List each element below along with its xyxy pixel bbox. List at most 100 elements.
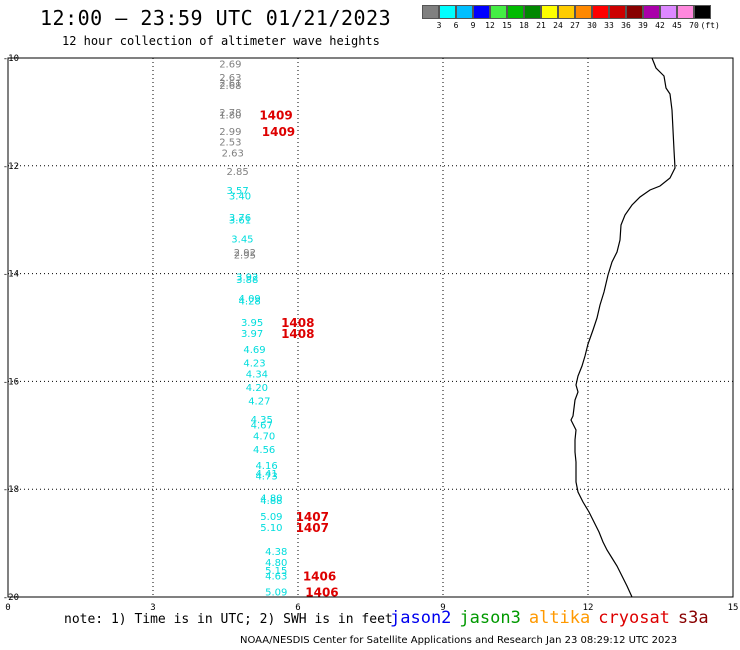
color-scale-legend: 3 6 9 12 15 18 21 24 27 30 33 36 39 42 45 70 (ft) (422, 5, 720, 31)
wave-height-label: 2.99 (219, 127, 241, 138)
wave-height-label: 2.85 (226, 167, 248, 178)
x-tick-label: 6 (295, 603, 300, 613)
pass-number-label: 1408 (281, 327, 314, 341)
wave-height-label: 4.34 (246, 369, 268, 380)
color-swatch (439, 5, 456, 19)
satellite-legend: jason2 jason3 altika cryosat s3a (390, 608, 717, 628)
color-swatch (660, 5, 677, 19)
x-tick-label: 9 (440, 603, 445, 613)
footnote: note: 1) Time is in UTC; 2) SWH is in fe… (64, 612, 393, 627)
wave-height-label: 3.40 (229, 191, 251, 202)
x-tick-label: 3 (150, 603, 155, 613)
wave-height-label: 5.10 (260, 523, 282, 534)
color-swatch (422, 5, 439, 19)
wave-height-label: 5.09 (265, 588, 287, 599)
wave-height-label: 4.70 (253, 431, 275, 442)
color-scale-label: 70 (689, 21, 699, 30)
wave-height-label: 4.35 (251, 415, 273, 426)
satellite-name-altika: altika (528, 608, 591, 628)
wave-height-label: 1.80 (219, 111, 241, 122)
color-swatch (694, 5, 711, 19)
color-scale-label: 45 (672, 21, 682, 30)
wave-height-label: 4.27 (248, 396, 270, 407)
wave-height-label: 4.88 (260, 496, 282, 507)
color-scale-label: 33 (604, 21, 614, 30)
satellite-name-jason2: jason2 (390, 608, 452, 628)
coastline (570, 57, 676, 598)
color-swatch (558, 5, 575, 19)
color-swatch (490, 5, 507, 19)
wave-height-label: 3.92 (236, 272, 258, 283)
wave-height-label: 2.95 (234, 251, 256, 262)
wave-height-label: 4.09 (239, 294, 261, 305)
color-swatch (456, 5, 473, 19)
wave-height-label: 2.68 (219, 81, 241, 92)
wave-height-label: 3.61 (229, 216, 251, 227)
y-tick-label: -20 (3, 593, 19, 603)
y-tick-label: -12 (3, 162, 19, 172)
wave-height-label: 5.15 (265, 566, 287, 577)
wave-height-label: 4.69 (243, 345, 265, 356)
color-scale-label: 21 (536, 21, 546, 30)
color-swatch (524, 5, 541, 19)
color-swatch (643, 5, 660, 19)
color-scale-label: 6 (453, 21, 459, 30)
color-swatch (609, 5, 626, 19)
color-scale-label: 30 (587, 21, 597, 30)
wave-height-label: 2.53 (219, 138, 241, 149)
wave-height-label: 2.69 (219, 59, 241, 70)
wave-height-label: 5.09 (260, 512, 282, 523)
color-scale-label: 39 (638, 21, 648, 30)
pass-number-label: 1407 (296, 510, 329, 524)
wave-height-label: 4.80 (260, 493, 282, 504)
color-scale-label: 42 (655, 21, 665, 30)
wave-height-label: 4.23 (243, 359, 265, 370)
page-title: 12:00 — 23:59 UTC 01/21/2023 (40, 6, 392, 30)
pass-number-label: 1408 (281, 316, 314, 330)
satellite-name-s3a: s3a (677, 608, 709, 628)
wave-height-label: 2.61 (219, 78, 241, 89)
wave-height-label: 2.92 (234, 248, 256, 259)
color-scale-label: 15 (502, 21, 512, 30)
pass-number-label: 1409 (262, 125, 295, 139)
color-scale-swatches (422, 5, 711, 19)
wave-height-label: 2.63 (222, 148, 244, 159)
color-swatch (541, 5, 558, 19)
pass-number-label: 1406 (303, 569, 336, 583)
wave-height-label: 4.28 (239, 297, 261, 308)
wave-height-label: 3.45 (231, 235, 253, 246)
y-tick-label: -10 (3, 54, 19, 64)
color-swatch (507, 5, 524, 19)
pass-number-label: 1407 (296, 521, 329, 535)
wave-height-label: 3.97 (241, 329, 263, 340)
pass-number-label: 1406 (305, 586, 338, 600)
color-swatch (473, 5, 490, 19)
wave-height-label: 4.63 (265, 571, 287, 582)
y-tick-label: -16 (3, 377, 19, 387)
satellite-name-jason3: jason3 (459, 608, 521, 628)
wave-height-label: 3.76 (229, 213, 251, 224)
page-subtitle: 12 hour collection of altimeter wave hei… (62, 34, 380, 48)
color-swatch (592, 5, 609, 19)
color-swatch (575, 5, 592, 19)
color-scale-label: 27 (570, 21, 580, 30)
wave-height-label: 2.78 (219, 108, 241, 119)
color-scale-unit: (ft) (700, 21, 720, 30)
wave-height-label: 4.38 (265, 547, 287, 558)
pass-number-label: 1409 (259, 109, 292, 123)
x-tick-label: 0 (5, 603, 10, 613)
y-tick-label: -14 (3, 270, 19, 280)
wave-height-label: 3.95 (241, 318, 263, 329)
wave-height-label: 4.20 (246, 383, 268, 394)
x-tick-label: 12 (583, 603, 594, 613)
color-scale-label: 18 (519, 21, 529, 30)
color-scale-label: 36 (621, 21, 631, 30)
wave-height-label: 4.41 (255, 469, 277, 480)
wave-height-label: 4.67 (251, 421, 273, 432)
color-scale-label: 3 (436, 21, 442, 30)
wave-height-label: 4.80 (265, 558, 287, 569)
color-scale-label: 12 (485, 21, 495, 30)
wave-height-label: 4.16 (255, 461, 277, 472)
